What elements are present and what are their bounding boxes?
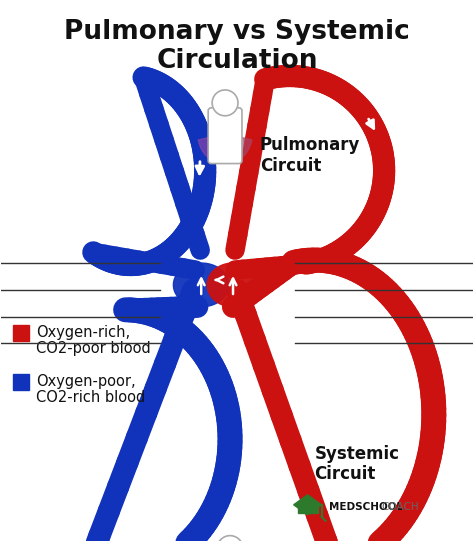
Polygon shape	[198, 131, 237, 160]
Text: CO2-poor blood: CO2-poor blood	[36, 340, 151, 356]
Polygon shape	[207, 263, 259, 307]
Text: Oxygen-poor,: Oxygen-poor,	[36, 375, 136, 390]
Text: COACH: COACH	[381, 502, 419, 512]
Text: Pulmonary
Circuit: Pulmonary Circuit	[260, 136, 360, 175]
Text: MEDSCHOOL: MEDSCHOOL	[329, 502, 403, 512]
Polygon shape	[173, 263, 229, 307]
FancyBboxPatch shape	[208, 108, 242, 164]
Bar	[13, 325, 29, 340]
Text: Pulmonary vs Systemic: Pulmonary vs Systemic	[64, 20, 410, 46]
Circle shape	[212, 90, 238, 116]
Bar	[298, 505, 318, 513]
Circle shape	[217, 535, 243, 542]
Text: Oxygen-rich,: Oxygen-rich,	[36, 325, 130, 340]
Text: CO2-rich blood: CO2-rich blood	[36, 390, 146, 405]
Polygon shape	[213, 131, 252, 160]
Bar	[13, 375, 29, 390]
Text: Systemic
Circuit: Systemic Circuit	[315, 444, 400, 483]
Text: Circulation: Circulation	[156, 48, 318, 74]
Polygon shape	[294, 495, 321, 515]
